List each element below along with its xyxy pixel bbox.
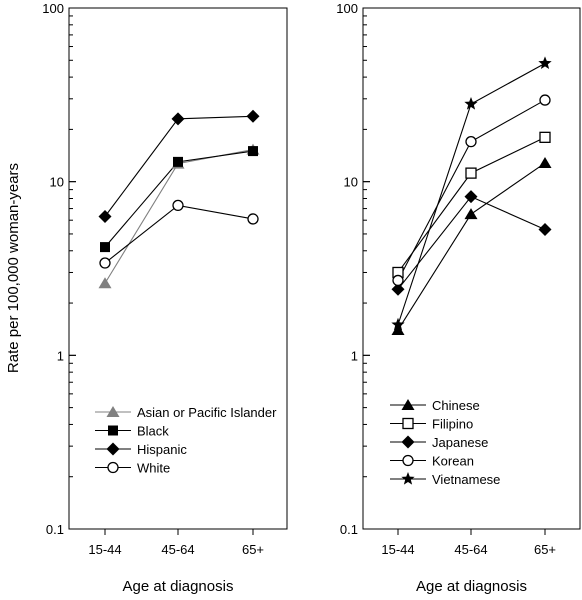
right-panel: 0.1 1 10 100 15-44 45-64 65+ Age at diagnosis Ch… (336, 1, 581, 595)
data-point (246, 109, 260, 123)
data-point (464, 97, 478, 110)
series-line (104, 149, 254, 284)
legend-label: Korean (432, 454, 474, 469)
x-tick-label: 65+ (242, 542, 264, 557)
legend-label: Hispanic (137, 442, 187, 457)
data-point (465, 135, 477, 148)
x-axis-label: Age at diagnosis (123, 578, 234, 595)
legend-label: Filipino (432, 417, 473, 432)
data-point (392, 274, 404, 287)
legend-label: Japanese (432, 435, 488, 450)
legend-marker (402, 417, 414, 430)
data-point (465, 167, 477, 179)
data-point (539, 131, 551, 143)
data-point (391, 317, 405, 331)
legend-label: White (137, 461, 170, 476)
legend-label: Asian or Pacific Islander (137, 405, 277, 420)
legend-label: Vietnamese (432, 472, 500, 487)
series-line (397, 99, 546, 281)
data-point (391, 282, 405, 296)
data-point (99, 257, 111, 269)
data-point (539, 94, 551, 106)
legend-label: Black (137, 424, 169, 439)
data-point (538, 56, 552, 70)
series-line (397, 136, 546, 273)
y-tick-label: 0.1 (46, 522, 64, 537)
legend-marker (401, 435, 415, 449)
legend-marker (402, 454, 414, 467)
data-point (98, 210, 112, 224)
data-point (464, 190, 478, 204)
legend: Asian or Pacific Islander Black Hispanic Wh… (95, 405, 277, 476)
left-panel: 0.1 1 10 100 15-44 45-64 65+ Age at diagnosis As… (42, 1, 288, 595)
y-tick-label: 100 (336, 1, 358, 16)
y-tick-label: 1 (57, 348, 64, 363)
y-tick-label: 100 (42, 1, 64, 16)
series-line (104, 204, 254, 264)
legend-marker (106, 406, 120, 417)
data-point (248, 146, 258, 157)
legend-marker (401, 399, 415, 410)
x-tick-label: 45-64 (161, 542, 194, 557)
x-axis-label: Age at diagnosis (416, 578, 527, 595)
data-point (247, 213, 259, 225)
data-point (171, 112, 185, 126)
data-point (538, 223, 552, 237)
data-point (100, 242, 110, 253)
legend-label: Chinese (432, 398, 480, 413)
series-line (397, 162, 546, 331)
data-point (98, 277, 112, 289)
data-point (173, 156, 183, 167)
x-tick-label: 45-64 (454, 542, 487, 557)
data-point (391, 323, 405, 335)
legend: Chinese Filipino Japanese Korean Vietnamese (390, 398, 500, 487)
data-point (172, 199, 184, 212)
x-tick-label: 65+ (534, 542, 556, 557)
data-point (464, 208, 478, 220)
x-tick-label: 15-44 (88, 542, 121, 557)
y-tick-label: 10 (344, 175, 358, 190)
y-tick-label: 0.1 (340, 522, 358, 537)
y-axis-label: Rate per 100,000 woman-years (5, 163, 22, 373)
legend-marker (401, 472, 415, 485)
legend-marker (107, 461, 119, 474)
legend-marker (108, 425, 118, 436)
y-tick-label: 1 (351, 348, 358, 363)
x-tick-label: 15-44 (381, 542, 414, 557)
data-point (538, 157, 552, 169)
legend-marker (106, 442, 120, 456)
y-tick-label: 10 (50, 175, 64, 190)
